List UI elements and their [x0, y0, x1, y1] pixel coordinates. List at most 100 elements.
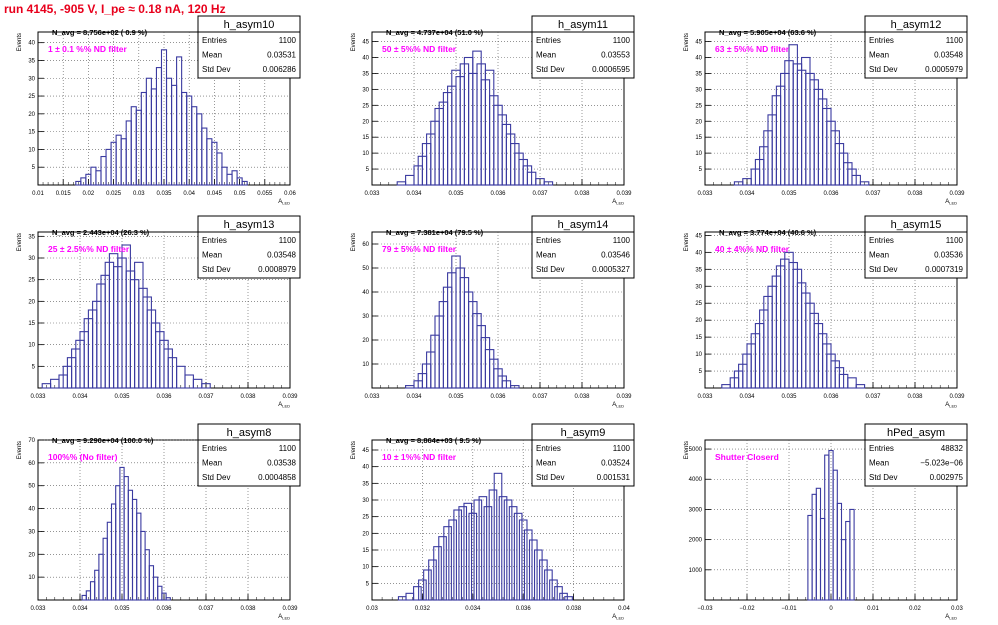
y-axis-label: Events	[17, 33, 23, 51]
stats-value: 0.03538	[267, 459, 296, 468]
y-tick-label: 30	[695, 87, 702, 93]
y-tick-label: 20	[695, 318, 702, 324]
y-axis-label: Events	[351, 441, 357, 459]
x-axis-label: ALED	[945, 402, 957, 409]
run-title: run 4145, -905 V, I_pe ≈ 0.18 nA, 120 Hz	[4, 2, 226, 16]
x-axis-label-main: A	[945, 402, 949, 408]
stats-key: Entries	[869, 236, 894, 245]
y-tick-label: 4000	[689, 477, 703, 483]
y-tick-label: 5	[32, 165, 36, 171]
histogram-bar	[847, 377, 857, 389]
histogram-bar	[508, 506, 518, 601]
x-tick-label: 0.045	[207, 191, 223, 197]
y-tick-label: 35	[362, 71, 369, 77]
y-tick-label: 15	[28, 130, 35, 136]
x-tick-label: 0.032	[415, 606, 431, 612]
y-tick-label: 60	[28, 461, 35, 467]
x-tick-label: 0.034	[739, 191, 755, 197]
histogram-bar	[510, 385, 520, 389]
stats-key: Entries	[536, 36, 561, 45]
stats-value: 0.03553	[601, 51, 630, 60]
y-tick-label: 30	[695, 284, 702, 290]
histogram-panel: 0.033 0.034 0.035 0.036 0.037 0.038 0.039 5 10 15…	[351, 15, 635, 206]
histogram-bar	[498, 496, 508, 601]
x-tick-label: 0.035	[114, 394, 130, 400]
histogram-bar	[428, 559, 437, 601]
y-axis-label: Events	[351, 233, 357, 251]
y-tick-label: 35	[362, 481, 369, 487]
n-avg-label: N_avg = 5.905e+04 (63.6 %)	[719, 28, 817, 37]
histogram-panel: 0.033 0.034 0.035 0.036 0.037 0.038 0.039 5 10 15…	[684, 15, 968, 206]
y-tick-label: 45	[695, 233, 702, 239]
x-tick-label: −0.03	[697, 606, 713, 612]
stats-value: 1100	[279, 36, 297, 45]
stats-key: Std Dev	[869, 473, 897, 482]
x-tick-label: 0.036	[490, 191, 506, 197]
x-axis-label: ALED	[278, 614, 290, 621]
y-tick-label: 30	[362, 87, 369, 93]
y-tick-label: 10	[28, 343, 35, 349]
stats-box: h_asym13 Entries 1100 Mean 0.03548 Std Dev 0.0…	[197, 215, 301, 279]
filter-label: 79 ± 5%% ND filter	[382, 244, 457, 254]
x-axis-label-main: A	[945, 199, 949, 205]
stats-key: Entries	[202, 444, 227, 453]
stats-box-frame	[864, 423, 968, 487]
x-axis-label-sub: LED	[282, 616, 290, 621]
x-tick-label: 0.038	[907, 394, 923, 400]
stats-key: Std Dev	[536, 473, 564, 482]
x-tick-label: 0.02	[909, 606, 921, 612]
x-axis-label-main: A	[612, 199, 616, 205]
y-tick-label: 30	[28, 529, 35, 535]
histogram-bar	[851, 174, 861, 186]
stats-key: Mean	[869, 51, 889, 60]
histogram-bar	[468, 512, 478, 601]
stats-value: 0.0006595	[592, 65, 630, 74]
y-tick-label: 20	[362, 338, 369, 344]
filter-label: 63 ± 5%% ND filter	[715, 44, 790, 54]
y-tick-label: 20	[28, 552, 35, 558]
x-tick-label: 0.034	[72, 606, 88, 612]
histogram-bar	[518, 519, 528, 601]
x-axis-label-sub: LED	[616, 616, 624, 621]
histogram-bar	[539, 559, 548, 601]
stats-key: Entries	[536, 444, 561, 453]
n-avg-label: N_avg = 8.756e+02 ( 0.9 %)	[52, 28, 148, 37]
x-tick-label: 0.03	[366, 606, 378, 612]
y-tick-label: 45	[362, 448, 369, 454]
x-tick-label: 0.037	[198, 394, 214, 400]
stats-value: 0.03546	[601, 251, 630, 260]
y-tick-label: 10	[28, 147, 35, 153]
y-tick-label: 10	[695, 352, 702, 358]
histogram-name: h_asym12	[891, 19, 942, 31]
x-tick-label: 0.01	[867, 606, 879, 612]
x-tick-label: 0.035	[114, 606, 130, 612]
histogram-bar	[501, 380, 512, 389]
histogram-name: h_asym10	[224, 19, 275, 31]
n-avg-label: N_avg = 9.290e+04 (100.0 %)	[52, 436, 154, 445]
y-tick-label: 50	[362, 266, 369, 272]
x-axis-label: ALED	[612, 199, 624, 206]
x-tick-label: 0.039	[949, 191, 965, 197]
histogram-bar	[549, 579, 558, 601]
x-tick-label: 0.037	[532, 191, 548, 197]
stats-value: 0.0007319	[925, 265, 963, 274]
y-axis-label: Events	[684, 233, 690, 251]
x-tick-label: 0.036	[516, 606, 532, 612]
x-axis-label: ALED	[278, 199, 290, 206]
x-tick-label: 0.055	[257, 191, 273, 197]
x-tick-label: 0.036	[156, 606, 172, 612]
x-axis-label-main: A	[278, 199, 282, 205]
x-tick-label: 0.04	[618, 606, 630, 612]
x-axis-label-sub: LED	[282, 201, 290, 206]
y-tick-label: 35	[28, 234, 35, 240]
y-tick-label: 25	[362, 515, 369, 521]
y-tick-label: 2000	[689, 538, 703, 544]
n-avg-label: N_avg = 2.443e+04 (26.3 %)	[52, 228, 150, 237]
histogram-panel: 0.033 0.034 0.035 0.036 0.037 0.038 0.039 10 20 3…	[17, 423, 301, 621]
x-tick-label: 0.035	[448, 394, 464, 400]
x-axis-label-main: A	[278, 402, 282, 408]
x-tick-label: 0.036	[823, 191, 839, 197]
y-tick-label: 30	[28, 76, 35, 82]
stats-box-frame	[531, 215, 635, 279]
stats-key: Entries	[202, 36, 227, 45]
